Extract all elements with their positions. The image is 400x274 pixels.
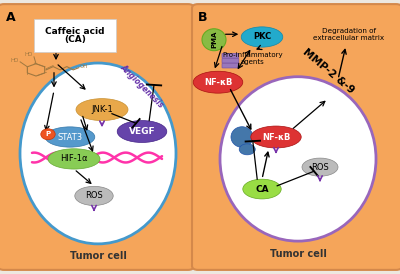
FancyBboxPatch shape xyxy=(222,53,239,58)
Text: Angiogenesis: Angiogenesis xyxy=(118,63,166,110)
FancyBboxPatch shape xyxy=(0,4,194,270)
Ellipse shape xyxy=(231,127,253,147)
Text: ROS: ROS xyxy=(311,163,329,172)
Text: NF-κB: NF-κB xyxy=(262,133,290,141)
Ellipse shape xyxy=(75,186,113,206)
Text: ROS: ROS xyxy=(85,192,103,200)
Ellipse shape xyxy=(45,127,95,147)
Ellipse shape xyxy=(202,29,226,51)
Ellipse shape xyxy=(41,129,55,140)
Ellipse shape xyxy=(220,77,376,241)
Text: Caffeic acid: Caffeic acid xyxy=(46,27,105,36)
FancyBboxPatch shape xyxy=(222,63,239,68)
Text: OH: OH xyxy=(80,64,88,69)
Text: HO: HO xyxy=(10,58,19,63)
Text: MMP-2 &-9: MMP-2 &-9 xyxy=(300,47,356,96)
Text: Tumor cell: Tumor cell xyxy=(70,251,126,261)
Text: VEGF: VEGF xyxy=(129,127,155,136)
Ellipse shape xyxy=(243,179,281,199)
Ellipse shape xyxy=(20,63,176,244)
Text: STAT3: STAT3 xyxy=(58,133,82,141)
Text: (CA): (CA) xyxy=(64,35,86,44)
Ellipse shape xyxy=(48,149,100,169)
Ellipse shape xyxy=(251,126,301,148)
Text: JNK-1: JNK-1 xyxy=(91,105,113,114)
Ellipse shape xyxy=(76,99,128,121)
Text: HO: HO xyxy=(25,52,33,57)
Text: Tumor cell: Tumor cell xyxy=(270,249,326,259)
FancyBboxPatch shape xyxy=(192,4,400,270)
Ellipse shape xyxy=(302,158,338,176)
Text: Degradation of
extracellular matrix: Degradation of extracellular matrix xyxy=(313,28,384,41)
FancyBboxPatch shape xyxy=(222,58,239,63)
Text: PKC: PKC xyxy=(253,33,271,41)
Text: CA: CA xyxy=(255,185,269,193)
Ellipse shape xyxy=(239,144,255,155)
Text: HIF-1α: HIF-1α xyxy=(60,155,88,163)
Text: Pro-inflammatory
agents: Pro-inflammatory agents xyxy=(222,52,283,65)
Text: NF-κB: NF-κB xyxy=(204,78,232,87)
Text: PMA: PMA xyxy=(211,31,217,48)
Ellipse shape xyxy=(193,71,243,93)
Text: B: B xyxy=(198,11,207,24)
Ellipse shape xyxy=(117,121,167,142)
Ellipse shape xyxy=(241,27,283,47)
FancyBboxPatch shape xyxy=(34,19,116,52)
Text: P: P xyxy=(46,131,50,137)
Text: A: A xyxy=(6,11,16,24)
